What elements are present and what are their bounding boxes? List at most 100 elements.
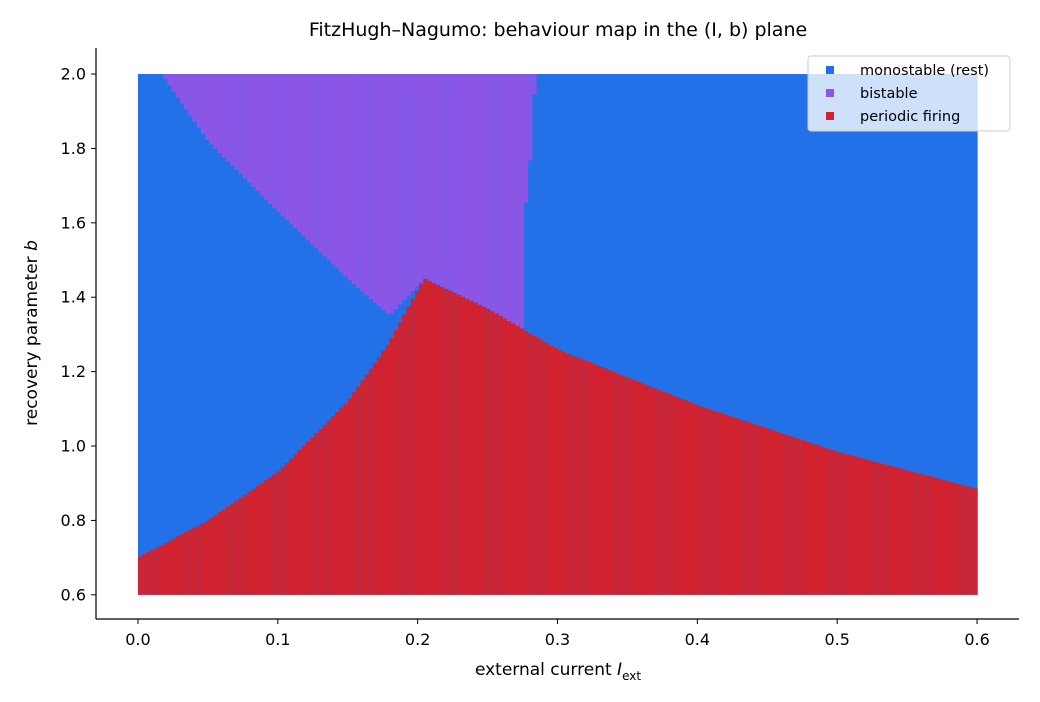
monostable-cell [947,74,953,595]
monostable-cell [184,74,189,595]
bistable-cell [276,74,282,213]
periodic-cell [318,428,324,595]
monostable-cell [188,74,194,595]
periodic-cell [343,403,349,595]
bistable-cell [192,74,198,122]
periodic-cell [398,322,403,595]
bistable-cell [440,74,445,287]
periodic-cell [276,471,282,595]
monostable-cell [234,74,240,595]
monostable-cell [679,74,684,595]
legend-label-monostable: monostable (rest) [860,63,989,79]
periodic-cell [813,444,819,595]
monostable-cell [544,74,550,595]
periodic-cell [603,368,609,595]
periodic-cell [209,518,215,595]
periodic-cell [637,381,643,595]
monostable-cell [758,74,764,595]
bistable-cell [230,74,236,166]
periodic-cell [192,527,198,595]
monostable-cell [330,74,336,595]
monostable-cell [695,74,701,595]
monostable-cell [653,74,659,595]
periodic-cell [511,323,517,595]
monostable-cell [725,74,731,595]
monostable-cell [624,74,630,595]
monostable-cell [754,74,760,595]
periodic-cell [649,386,655,595]
monostable-cell [326,74,332,595]
periodic-cell [171,538,177,595]
periodic-cell [830,449,835,595]
periodic-cell [247,491,252,595]
periodic-cell [461,296,466,595]
bistable-cell [532,74,538,95]
monostable-cell [922,74,928,595]
monostable-cell [792,74,798,595]
monostable-cell [733,74,739,595]
bistable-cell [305,74,311,241]
monostable-cell [356,74,361,595]
periodic-cell [368,368,374,595]
bistable-cell [297,74,303,233]
monostable-cell [335,74,340,595]
monostable-cell [268,74,273,595]
monostable-cell [620,74,626,595]
monostable-cell [666,74,672,595]
monostable-cell [918,74,924,595]
periodic-cell [641,383,647,595]
monostable-cell [779,74,785,595]
periodic-cell [200,523,206,595]
periodic-cell [402,314,408,595]
bistable-cell [498,74,504,317]
monostable-cell [800,74,806,595]
periodic-cell [956,483,961,595]
periodic-cell [905,470,911,595]
legend: monostable (rest) bistable periodic firing [807,55,1011,132]
bistable-cell [188,74,194,116]
y-tick-label: 2.0 [61,65,86,84]
monostable-cell [943,74,949,595]
periodic-cell [750,423,756,595]
periodic-cell [788,436,794,595]
bistable-cell [217,74,223,154]
periodic-cell [666,393,672,595]
monostable-cell [150,74,156,595]
bistable-cell [406,74,412,296]
monostable-cell [838,74,844,595]
periodic-cell [633,380,638,595]
x-tick-label: 0.4 [685,630,710,649]
monostable-cell [905,74,911,595]
periodic-cell [540,340,546,595]
periodic-cell [712,410,718,595]
monostable-cell [247,74,252,595]
periodic-cell [612,371,617,595]
monostable-cell [691,74,697,595]
periodic-cell [196,525,202,595]
monostable-cell [972,74,978,595]
periodic-cell [716,412,722,595]
periodic-cell [930,477,936,595]
monostable-cell [641,74,647,595]
monostable-cell [939,74,945,595]
periodic-cell [947,481,953,595]
periodic-cell [544,343,550,595]
monostable-cell [876,74,882,595]
monostable-cell [385,74,391,595]
bistable-cell [221,74,227,158]
periodic-cell [582,360,588,595]
periodic-cell [595,365,601,595]
periodic-cell [251,488,257,595]
bistable-cell [515,74,521,326]
periodic-cell [322,424,328,595]
bistable-cell [238,74,244,175]
y-tick-label: 1.8 [61,139,86,158]
bistable-cell [427,74,433,281]
periodic-cell [137,556,143,595]
legend-swatch-bistable [826,89,834,97]
bistable-cell [444,74,450,289]
periodic-cell [918,473,924,595]
bistable-cell [465,74,470,299]
monostable-cell [867,74,873,595]
bistable-cell [452,74,458,293]
